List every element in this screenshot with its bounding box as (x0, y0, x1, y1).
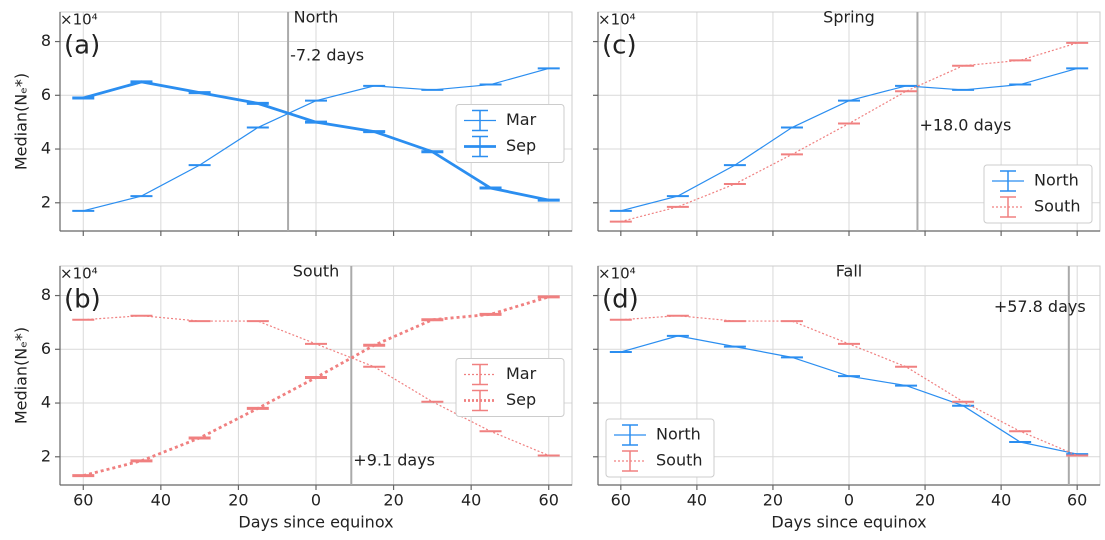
legend-label: South (1034, 197, 1081, 216)
panel: Spring (c) ×10⁴ +18.0 days North South (593, 8, 1101, 236)
panel-label: (b) (64, 285, 101, 315)
panel-title: Spring (823, 8, 875, 27)
y-tick-label: 2 (41, 192, 51, 211)
y-tick-label: 8 (41, 31, 51, 50)
shift-annotation: -7.2 days (290, 45, 364, 64)
y-tick-label: 2 (41, 446, 51, 465)
x-tick-label: 60 (611, 491, 631, 510)
y-axis-label: Median(Nₑ*) (12, 327, 31, 424)
panel-title: South (293, 262, 340, 281)
legend-label: Sep (506, 390, 536, 409)
x-tick-label: 20 (763, 491, 783, 510)
shift-annotation: +18.0 days (919, 115, 1011, 134)
shift-annotation: +9.1 days (353, 450, 435, 469)
y-tick-label: 4 (41, 139, 51, 158)
legend-box (605, 418, 715, 478)
y-tick-label: 8 (41, 285, 51, 304)
x-tick-label: 0 (311, 491, 321, 510)
panel-title: Fall (836, 262, 862, 281)
x-tick-label: 20 (228, 491, 248, 510)
legend-box (983, 164, 1093, 224)
shift-annotation: +57.8 days (994, 297, 1086, 316)
y-offset-text: ×10⁴ (598, 265, 636, 283)
panel: 2 4 6 8 North (a) ×10⁴ Median(Nₑ*) -7.2 days Mar S… (12, 8, 573, 236)
x-tick-label: 60 (73, 491, 93, 510)
y-tick-label: 6 (41, 339, 51, 358)
panel-label: (a) (64, 31, 100, 61)
x-tick-label: 40 (687, 491, 707, 510)
y-offset-text: ×10⁴ (598, 11, 636, 29)
legend-label: Sep (506, 136, 536, 155)
legend-box (455, 104, 565, 163)
y-offset-text: ×10⁴ (60, 11, 98, 29)
legend-label: North (1034, 171, 1079, 190)
x-axis-label: Days since equinox (238, 513, 393, 532)
y-tick-label: 6 (41, 85, 51, 104)
legend-box (455, 358, 565, 417)
panel-label: (d) (602, 285, 639, 315)
x-tick-label: 60 (539, 491, 559, 510)
legend-label: Mar (506, 110, 537, 129)
x-tick-label: 20 (915, 491, 935, 510)
panel-title: North (294, 8, 339, 27)
y-offset-text: ×10⁴ (60, 265, 98, 283)
panel: 60 40 20 0 20 40 60 2 4 6 8 South (b) ×10⁴ Median(Nₑ*)… (12, 262, 573, 532)
x-tick-label: 60 (1067, 491, 1087, 510)
x-tick-label: 40 (461, 491, 481, 510)
x-axis-label: Days since equinox (771, 513, 926, 532)
y-axis-label: Median(Nₑ*) (12, 73, 31, 170)
y-tick-label: 4 (41, 393, 51, 412)
x-tick-label: 40 (991, 491, 1011, 510)
legend-label: South (656, 451, 703, 470)
legend-label: Mar (506, 364, 537, 383)
panel-label: (c) (602, 31, 637, 61)
panel: 60 40 20 0 20 40 60 Fall (d) ×10⁴ Days since equin… (593, 262, 1101, 532)
legend-label: North (656, 425, 701, 444)
x-tick-label: 0 (844, 491, 854, 510)
x-tick-label: 40 (151, 491, 171, 510)
x-tick-label: 20 (383, 491, 403, 510)
